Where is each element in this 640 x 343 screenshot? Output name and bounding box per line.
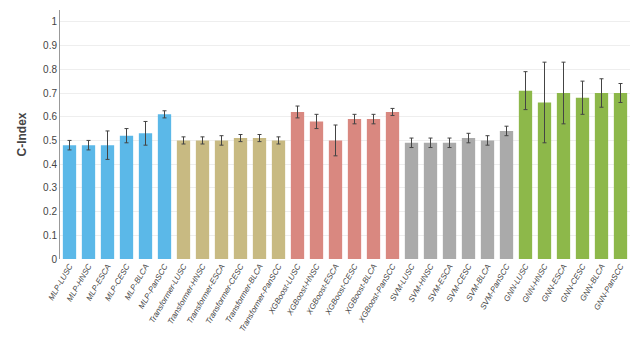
svg-text:Transformer-BLCA: Transformer-BLCA bbox=[224, 263, 265, 325]
svg-text:0: 0 bbox=[51, 254, 57, 265]
svg-text:0.2: 0.2 bbox=[43, 206, 57, 217]
svg-text:0.3: 0.3 bbox=[43, 182, 57, 193]
svg-text:MLP-PanSCC: MLP-PanSCC bbox=[137, 262, 170, 310]
svg-text:MLP-BLCA: MLP-BLCA bbox=[123, 263, 151, 302]
svg-text:GNN-ESCA: GNN-ESCA bbox=[540, 263, 569, 304]
svg-text:Transformer-LUSC: Transformer-LUSC bbox=[147, 262, 188, 325]
svg-text:MLP-HNSC: MLP-HNSC bbox=[65, 262, 94, 303]
svg-text:GNN-HNSC: GNN-HNSC bbox=[520, 262, 549, 304]
svg-text:XGBoost-ESCA: XGBoost-ESCA bbox=[304, 263, 341, 317]
svg-text:Transformer-CESC: Transformer-CESC bbox=[204, 262, 246, 325]
svg-text:SVM-ESCA: SVM-ESCA bbox=[426, 263, 455, 304]
svg-text:Transformer-PanSCC: Transformer-PanSCC bbox=[238, 262, 284, 333]
svg-text:GNN-CESC: GNN-CESC bbox=[559, 262, 588, 304]
svg-text:SVM-CESC: SVM-CESC bbox=[445, 262, 474, 303]
svg-text:GNN-PanSCC: GNN-PanSCC bbox=[592, 262, 626, 311]
svg-text:0.4: 0.4 bbox=[43, 159, 57, 170]
svg-text:Transformer-HNSC: Transformer-HNSC bbox=[166, 262, 208, 326]
svg-text:GNN-BLCA: GNN-BLCA bbox=[578, 263, 606, 303]
svg-text:SVM-BLCA: SVM-BLCA bbox=[464, 263, 492, 303]
svg-text:0.9: 0.9 bbox=[43, 40, 57, 51]
svg-text:SVM-HNSC: SVM-HNSC bbox=[407, 262, 436, 304]
svg-text:0.6: 0.6 bbox=[43, 111, 57, 122]
svg-text:SVM-PanSCC: SVM-PanSCC bbox=[478, 262, 511, 311]
svg-text:XGBoost-PanSCC: XGBoost-PanSCC bbox=[356, 262, 397, 325]
svg-text:XGBoost-BLCA: XGBoost-BLCA bbox=[343, 263, 379, 316]
svg-text:GNN-LUSC: GNN-LUSC bbox=[502, 262, 531, 303]
svg-text:0.5: 0.5 bbox=[43, 135, 57, 146]
svg-text:0.1: 0.1 bbox=[43, 230, 57, 241]
svg-text:MLP-ESCA: MLP-ESCA bbox=[84, 263, 112, 303]
svg-text:Transformer-ESCA: Transformer-ESCA bbox=[185, 263, 226, 326]
svg-text:1: 1 bbox=[51, 16, 57, 27]
svg-text:XGBoost-CESC: XGBoost-CESC bbox=[323, 262, 360, 317]
svg-text:MLP-LUSC: MLP-LUSC bbox=[47, 262, 75, 302]
svg-text:MLP-CESC: MLP-CESC bbox=[103, 262, 132, 302]
svg-text:XGBoost-LUSC: XGBoost-LUSC bbox=[266, 262, 302, 316]
svg-text:SVM-LUSC: SVM-LUSC bbox=[388, 262, 417, 302]
svg-text:0.7: 0.7 bbox=[43, 88, 57, 99]
svg-text:0.8: 0.8 bbox=[43, 64, 57, 75]
svg-text:C-Index: C-Index bbox=[15, 112, 29, 156]
svg-text:XGBoost-HNSC: XGBoost-HNSC bbox=[285, 262, 322, 317]
